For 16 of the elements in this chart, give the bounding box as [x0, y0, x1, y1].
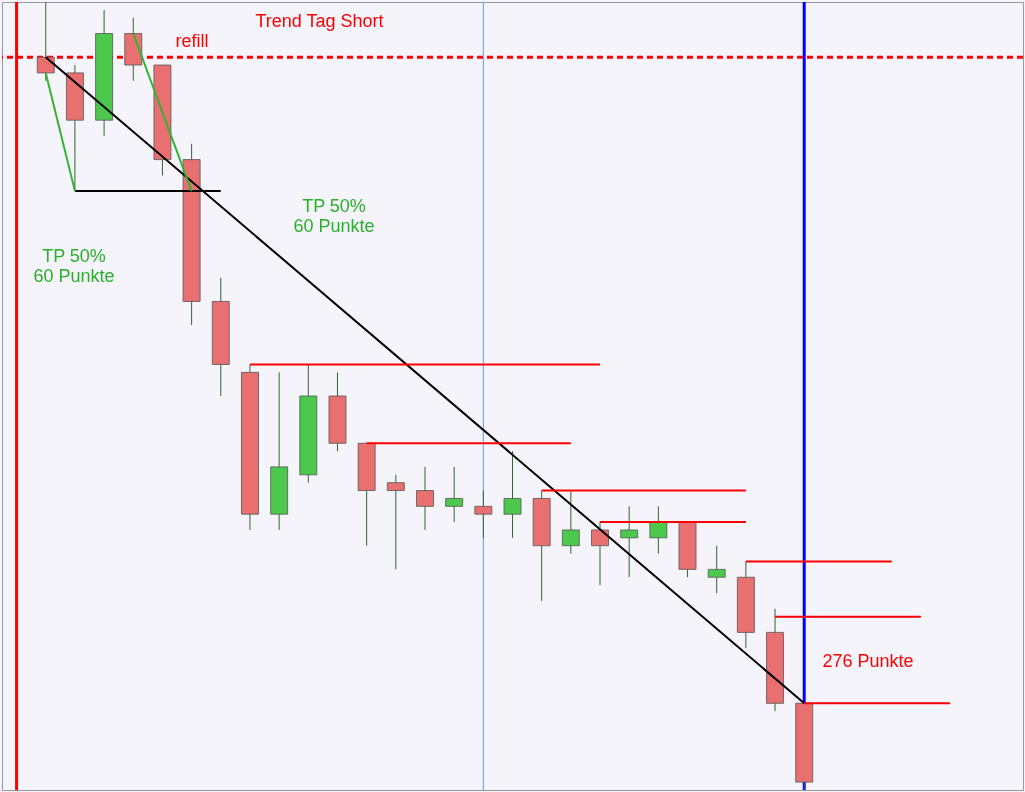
candlestick [561, 490, 580, 555]
annotation: refill [175, 31, 209, 51]
candlestick [503, 450, 522, 539]
annotation: TP 50% 60 Punkte [33, 246, 115, 286]
candlestick [386, 474, 405, 570]
candlestick [416, 466, 434, 531]
annotation: 276 Punkte [822, 651, 914, 671]
candlestick [620, 505, 639, 578]
candlestick [445, 466, 464, 523]
annotation: TP 50% 60 Punkte [293, 196, 375, 236]
candlestick [649, 505, 668, 555]
candlestick [474, 490, 493, 539]
candlestick [591, 521, 609, 586]
text: Trend Tag Short [255, 10, 384, 31]
candlestick [36, 1, 55, 82]
candlestick [707, 545, 726, 594]
